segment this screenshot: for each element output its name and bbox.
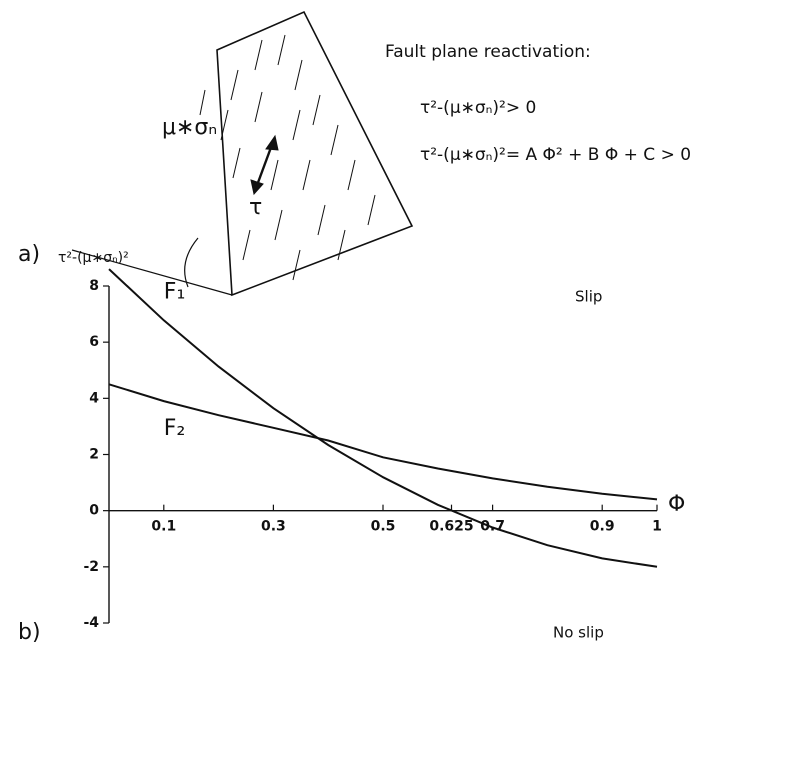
curve: [108, 268, 658, 568]
panel-label: a): [18, 242, 40, 267]
panel-title: Fault plane reactivation:: [385, 42, 591, 62]
x-tick-label: 1: [652, 519, 662, 535]
fracture-marks: [199, 34, 376, 281]
annotation: Slip: [575, 288, 602, 306]
x-tick-label: 0.5: [371, 519, 396, 535]
curve: [108, 383, 658, 501]
y-tick-label: 0: [89, 503, 99, 519]
x-tick-label: 0.9: [590, 519, 615, 535]
y-axis-label: τ²-(μ∗σₙ)²: [58, 250, 129, 266]
panel-a-drawing: [71, 10, 414, 297]
curve-label: F₁: [164, 279, 185, 304]
equation: τ²-(μ∗σₙ)²> 0: [420, 98, 536, 118]
shear-stress-label: τ: [249, 195, 262, 220]
normal-stress-label: μ∗σₙ: [162, 115, 217, 140]
y-tick-label: 6: [89, 334, 99, 350]
ground-line: [71, 249, 233, 296]
curve-label: F₂: [164, 416, 185, 441]
panel-label: b): [18, 620, 41, 645]
equation: τ²-(μ∗σₙ)²= A Φ² + B Φ + C > 0: [420, 145, 691, 165]
y-tick-label: 2: [89, 447, 99, 463]
fault-block: [216, 10, 414, 297]
dip-angle-arc: [184, 237, 199, 288]
x-tick-label: 0.1: [151, 519, 176, 535]
y-tick-label: 4: [89, 390, 99, 406]
x-axis-label: Φ: [668, 492, 685, 517]
x-tick-label: 0.625: [429, 519, 473, 535]
x-tick-label: 0.3: [261, 519, 286, 535]
y-tick-label: -4: [83, 615, 99, 631]
y-tick-label: 8: [89, 278, 99, 294]
arrow-head: [265, 134, 279, 151]
annotation: No slip: [553, 624, 604, 642]
y-tick-label: -2: [83, 559, 99, 575]
arrow-head: [250, 179, 264, 196]
